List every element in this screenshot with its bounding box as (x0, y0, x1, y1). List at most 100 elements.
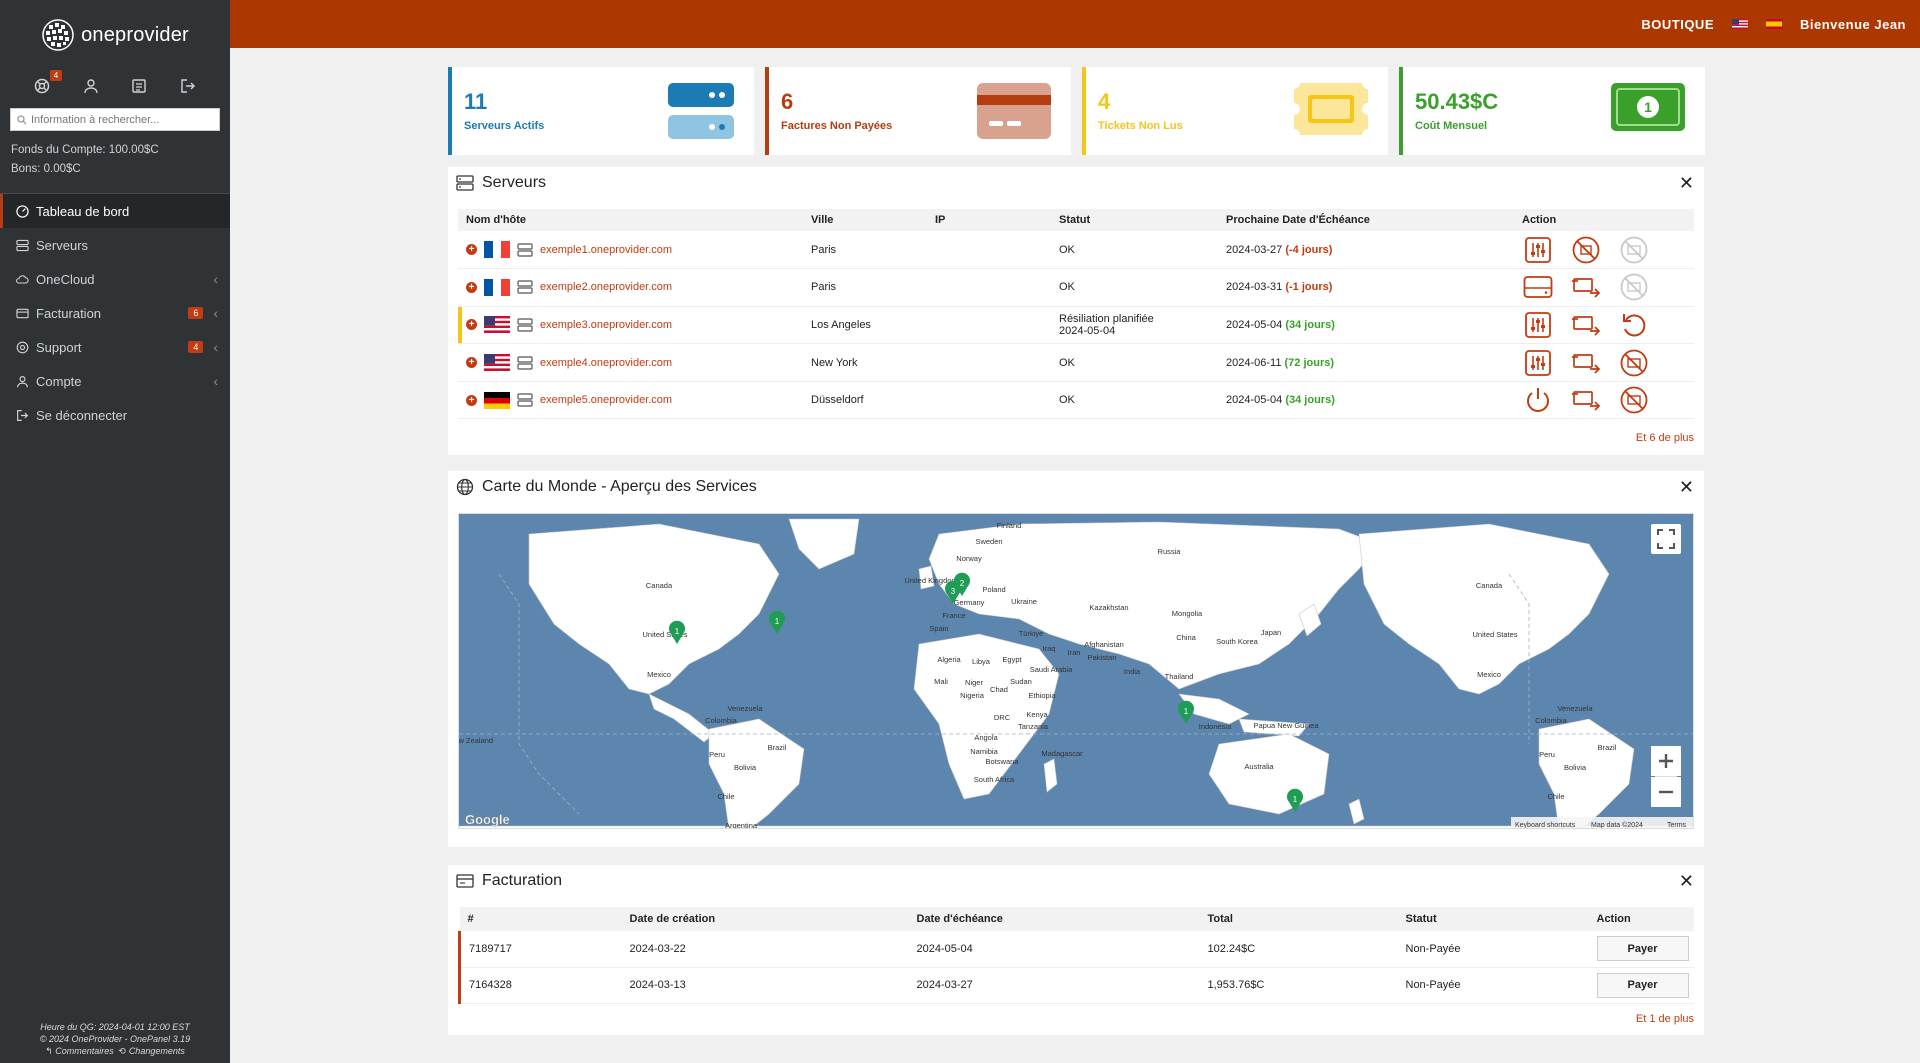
map-marker[interactable]: 2 (954, 572, 970, 596)
server-icon (517, 280, 533, 294)
map-marker[interactable]: 1 (769, 610, 785, 634)
stat-card-cost[interactable]: 50.43$C Coût Mensuel 1 (1399, 67, 1705, 155)
table-row[interactable]: + exemple2.oneprovider.com Paris OK 2024… (458, 268, 1694, 307)
column-header: Action (1588, 907, 1694, 931)
hostname-link[interactable]: exemple1.oneprovider.com (540, 243, 673, 256)
sidebar-item-onecloud[interactable]: OneCloud ‹ (0, 262, 230, 296)
changes-link[interactable]: Changements (128, 1046, 185, 1056)
google-logo[interactable]: Google (465, 812, 510, 827)
zoom-in-button[interactable] (1651, 746, 1681, 776)
stat-card-tickets[interactable]: 4 Tickets Non Lus (1082, 67, 1388, 155)
cancel-server-button[interactable] (1618, 347, 1650, 379)
renew-button[interactable] (1570, 271, 1602, 303)
configure-button[interactable] (1522, 347, 1554, 379)
more-invoices-link[interactable]: Et 1 de plus (1635, 1013, 1694, 1025)
configure-button[interactable] (1522, 234, 1554, 266)
terms-link[interactable]: Terms (1667, 822, 1687, 829)
undo-cancellation-button[interactable] (1618, 309, 1650, 341)
stat-card-invoices[interactable]: 6 Factures Non Payées (765, 67, 1071, 155)
configure-button[interactable] (1522, 309, 1554, 341)
column-header[interactable]: Date de création (621, 907, 909, 931)
column-header[interactable]: Total (1199, 907, 1398, 931)
more-servers-link[interactable]: Et 6 de plus (1635, 432, 1694, 444)
sidebar-item-dashboard[interactable]: Tableau de bord (0, 194, 230, 228)
sidebar-item-servers[interactable]: Serveurs (0, 228, 230, 262)
world-map[interactable]: Finland Sweden Norway Russia United King… (458, 513, 1694, 829)
expand-icon[interactable]: + (466, 244, 477, 256)
pay-button[interactable]: Payer (1596, 972, 1689, 998)
table-row[interactable]: + exemple5.oneprovider.com Düsseldorf OK… (458, 381, 1694, 420)
due-cell: 2024-05-04 (34 jours) (1218, 306, 1514, 345)
renew-button[interactable] (1570, 384, 1602, 416)
hostname-link[interactable]: exemple4.oneprovider.com (540, 356, 673, 369)
disabled-action-button[interactable] (1618, 234, 1650, 266)
table-row[interactable]: 7164328 2024-03-13 2024-03-27 1,953.76$C… (458, 967, 1694, 1004)
renew-button[interactable] (1570, 347, 1602, 379)
hostname-link[interactable]: exemple2.oneprovider.com (540, 281, 673, 294)
disabled-action-button[interactable] (1618, 271, 1650, 303)
storage-button[interactable] (1522, 271, 1554, 303)
expand-icon[interactable]: + (466, 281, 477, 293)
sidebar-item-logout[interactable]: Se déconnecter (0, 398, 230, 432)
renew-button[interactable] (1570, 309, 1602, 341)
power-button[interactable] (1522, 384, 1554, 416)
close-icon[interactable]: ✕ (1678, 173, 1694, 193)
column-header[interactable]: Statut (1051, 209, 1218, 231)
sidebar-search[interactable] (10, 108, 220, 131)
hostname-link[interactable]: exemple3.oneprovider.com (540, 318, 673, 331)
logout-icon (181, 79, 195, 93)
invoice-id[interactable]: 7189717 (458, 931, 622, 968)
map-label: Afghanistan (1084, 640, 1124, 649)
welcome-user[interactable]: Bienvenue Jean (1800, 16, 1906, 32)
expand-icon[interactable]: + (466, 394, 477, 406)
status-cell: OK (1051, 381, 1218, 420)
column-header[interactable]: IP (927, 209, 1051, 231)
invoice-id[interactable]: 7164328 (458, 967, 622, 1004)
fullscreen-button[interactable] (1651, 524, 1681, 554)
cancel-renewal-button[interactable] (1570, 234, 1602, 266)
column-header[interactable]: Ville (803, 209, 927, 231)
us-flag-icon[interactable] (1732, 19, 1748, 29)
sidebar-item-support[interactable]: Support 4 ‹ (0, 330, 230, 364)
column-header[interactable]: Prochaine Date d'Échéance (1218, 209, 1514, 231)
table-row[interactable]: + exemple3.oneprovider.com Los Angeles R… (458, 306, 1694, 345)
hostname-link[interactable]: exemple5.oneprovider.com (540, 394, 673, 407)
logout-quick-button[interactable] (178, 76, 198, 96)
column-header[interactable]: # (459, 907, 622, 931)
table-row[interactable]: 7189717 2024-03-22 2024-05-04 102.24$C N… (458, 931, 1694, 968)
dashboard-icon (15, 204, 29, 218)
map-marker[interactable]: 1 (1178, 700, 1194, 724)
zoom-out-button[interactable] (1651, 777, 1681, 807)
search-input[interactable] (31, 113, 201, 126)
table-row[interactable]: + exemple4.oneprovider.com New York OK 2… (458, 343, 1694, 382)
column-header[interactable]: Nom d'hôte (458, 209, 803, 231)
account-quick-button[interactable] (81, 76, 101, 96)
map-label: Botswana (986, 757, 1020, 766)
cancel-server-button[interactable] (1618, 384, 1650, 416)
column-header[interactable]: Date d'échéance (908, 907, 1200, 931)
sliders-icon (1525, 349, 1551, 376)
brand-logo[interactable]: oneprovider (0, 0, 230, 70)
column-header[interactable]: Statut (1397, 907, 1589, 931)
map-marker[interactable]: 1 (669, 616, 685, 644)
pay-button[interactable]: Payer (1596, 936, 1689, 962)
expand-icon[interactable]: + (466, 357, 477, 369)
stat-card-servers[interactable]: 11 Serveurs Actifs (448, 67, 754, 155)
map-marker[interactable]: 1 (1287, 788, 1303, 812)
spain-flag-icon[interactable] (1766, 19, 1782, 29)
support-quick-button[interactable]: 4 (32, 70, 63, 96)
panel-title: Facturation (482, 872, 563, 889)
keyboard-shortcuts-link[interactable]: Keyboard shortcuts (1515, 822, 1576, 829)
shop-link[interactable]: BOUTIQUE (1641, 16, 1714, 32)
table-row[interactable]: + exemple1.oneprovider.com Paris OK 2024… (458, 231, 1694, 270)
map-label: Canada (1476, 581, 1503, 590)
panel-title: Serveurs (482, 174, 547, 191)
sidebar-item-account[interactable]: Compte ‹ (0, 364, 230, 398)
close-icon[interactable]: ✕ (1678, 871, 1694, 891)
map-marker[interactable]: 3 (945, 580, 961, 604)
sidebar-item-billing[interactable]: Facturation 6 ‹ (0, 296, 230, 330)
billing-quick-button[interactable] (129, 76, 149, 96)
close-icon[interactable]: ✕ (1678, 477, 1694, 497)
expand-icon[interactable]: + (466, 319, 477, 331)
feedback-link[interactable]: Commentaires (55, 1046, 114, 1056)
